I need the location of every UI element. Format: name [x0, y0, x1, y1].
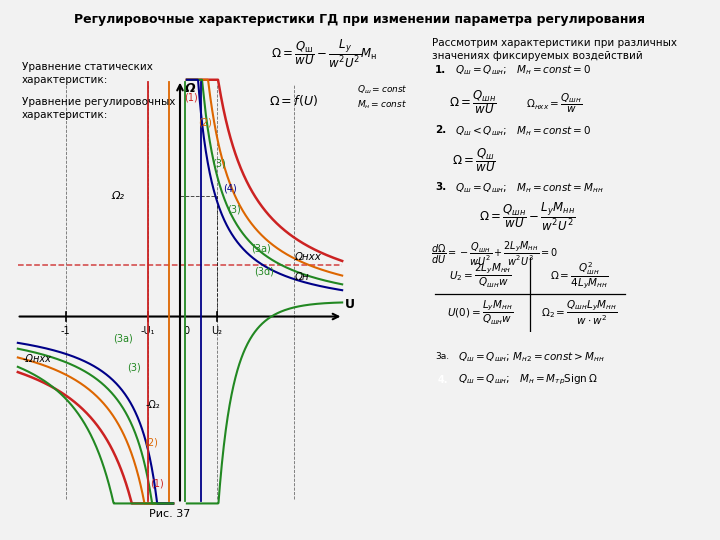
Text: $\Omega = \dfrac{Q^2_{шн}}{4 L_y M_{нн}}$: $\Omega = \dfrac{Q^2_{шн}}{4 L_y M_{нн}}… [550, 260, 608, 291]
Text: Уравнение статических
характеристик:: Уравнение статических характеристик: [22, 62, 153, 85]
Text: Уравнение регулировочных
характеристик:: Уравнение регулировочных характеристик: [22, 97, 175, 120]
Text: U: U [344, 298, 354, 310]
Text: $U(0) = \dfrac{L_y M_{нн}}{Q_{шн} w}$: $U(0) = \dfrac{L_y M_{нн}}{Q_{шн} w}$ [447, 299, 513, 327]
Text: $Q_{ш} = Q_{шн}$;   $M_{н} = const = M_{нн}$: $Q_{ш} = Q_{шн}$; $M_{н} = const = M_{нн… [455, 181, 604, 195]
Text: Регулировочные характеристики ГД при изменении параметра регулирования: Регулировочные характеристики ГД при изм… [74, 14, 646, 26]
Text: $Q_{ш} = Q_{шн}$; $M_{н2} = const > M_{нн}$: $Q_{ш} = Q_{шн}$; $M_{н2} = const > M_{н… [458, 350, 605, 364]
Text: (3a): (3a) [113, 333, 132, 343]
Text: (3): (3) [212, 159, 225, 169]
Text: $\Omega = \dfrac{Q_{шн}}{wU}$: $\Omega = \dfrac{Q_{шн}}{wU}$ [449, 89, 498, 116]
Text: (3): (3) [127, 362, 141, 373]
Text: Ω: Ω [184, 82, 195, 95]
Text: -Ωнхх: -Ωнхх [22, 354, 51, 364]
Text: Ωнхх: Ωнхх [294, 252, 321, 262]
Text: (1): (1) [150, 479, 164, 489]
Text: (4): (4) [223, 184, 237, 194]
Text: $\Omega = \dfrac{Q_{ш}}{wU}$: $\Omega = \dfrac{Q_{ш}}{wU}$ [451, 146, 495, 174]
Text: U₂: U₂ [211, 327, 222, 336]
Text: -1: -1 [61, 327, 71, 336]
Text: $Q_{ш} < Q_{шн}$;   $M_{н} = const = 0$: $Q_{ш} < Q_{шн}$; $M_{н} = const = 0$ [455, 124, 592, 138]
Text: 3а.: 3а. [436, 353, 449, 361]
Text: (2): (2) [145, 437, 158, 447]
Text: $Q_{ш} = Q_{шн}$;   $M_{н} = M_{тр} \mathrm{Sign}\,\Omega$: $Q_{ш} = Q_{шн}$; $M_{н} = M_{тр} \mathr… [458, 373, 598, 387]
Text: 1.: 1. [435, 65, 446, 75]
Text: -Ω₂: -Ω₂ [145, 400, 161, 410]
Text: (2): (2) [198, 117, 212, 127]
Text: Рис. 37: Рис. 37 [148, 509, 190, 519]
Text: $\Omega = \dfrac{Q_{\rm ш}}{wU} - \dfrac{L_y}{w^2 U^2} M_{\rm н}$: $\Omega = \dfrac{Q_{\rm ш}}{wU} - \dfrac… [271, 38, 377, 71]
Text: 3.: 3. [435, 182, 446, 192]
Text: $Q_{ш} = const$
$M_{н} = const$: $Q_{ш} = const$ $M_{н} = const$ [357, 84, 408, 111]
Text: (3a): (3a) [251, 244, 271, 254]
Text: $Q_{ш} = Q_{шн}$;   $M_{н} = const = 0$: $Q_{ш} = Q_{шн}$; $M_{н} = const = 0$ [455, 63, 592, 77]
Text: (3d): (3d) [254, 267, 274, 277]
Text: 0: 0 [184, 327, 189, 336]
Text: Рассмотрим характеристики при различных
значениях фиксируемых воздействий: Рассмотрим характеристики при различных … [432, 38, 677, 61]
Text: $\Omega = \dfrac{Q_{шн}}{wU} - \dfrac{L_y M_{нн}}{w^2 U^2}$: $\Omega = \dfrac{Q_{шн}}{wU} - \dfrac{L_… [480, 201, 576, 233]
Text: $\Omega_{нхх} = \dfrac{Q_{шн}}{w}$: $\Omega_{нхх} = \dfrac{Q_{шн}}{w}$ [526, 92, 582, 115]
Text: (3): (3) [227, 205, 240, 215]
Text: -U₁: -U₁ [141, 327, 156, 336]
Text: Ω₂: Ω₂ [112, 191, 125, 201]
Text: $\Omega_2 = \dfrac{Q_{шн} L_y M_{нн}}{w \cdot w^2}$: $\Omega_2 = \dfrac{Q_{шн} L_y M_{нн}}{w … [541, 299, 617, 327]
Text: Ωн: Ωн [294, 272, 309, 282]
Text: $U_2 = \dfrac{2 L_y M_{нн}}{Q_{шн} w}$: $U_2 = \dfrac{2 L_y M_{нн}}{Q_{шн} w}$ [449, 261, 511, 289]
Text: (1): (1) [184, 92, 198, 103]
Text: 2.: 2. [435, 125, 446, 135]
Text: $\Omega = f(U)$: $\Omega = f(U)$ [269, 93, 318, 108]
Text: 4.: 4. [437, 375, 448, 386]
Text: $\dfrac{d\Omega}{dU} = -\dfrac{Q_{шн}}{wU^2} + \dfrac{2 L_y M_{нн}}{w^2 U^3} = 0: $\dfrac{d\Omega}{dU} = -\dfrac{Q_{шн}}{w… [431, 240, 557, 268]
